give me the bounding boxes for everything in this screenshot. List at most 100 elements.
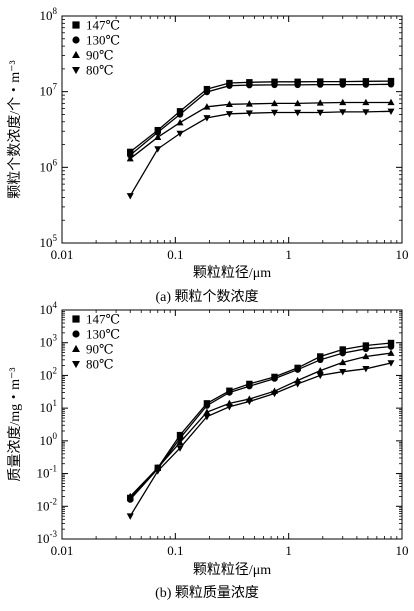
data-point [203, 115, 211, 122]
data-point [294, 81, 301, 89]
x-tick-label: 0.01 [51, 543, 74, 558]
y-axis-label: 质量浓度/mg・m⁻³ [7, 367, 23, 481]
y-tick-label: 103 [40, 333, 58, 350]
data-point [339, 98, 347, 106]
panel-b-particle-mass-concentration: 0.01 0.1 1 10 10-3 10-2 10-1 100 101 102 103 104 颗粒粒… [7, 300, 408, 578]
data-point [294, 381, 302, 388]
legend-marker [72, 315, 80, 323]
data-point [362, 98, 370, 106]
data-point [317, 353, 324, 360]
legend-label: 147℃ [86, 18, 120, 33]
data-point [225, 100, 233, 108]
y-tick-label: 100 [40, 431, 58, 448]
series-line-3 [129, 110, 392, 197]
data-point [203, 88, 211, 96]
y-tick-label: 107 [40, 82, 58, 99]
data-point [270, 390, 279, 398]
x-tick-label: 0.01 [51, 247, 74, 262]
data-point [316, 99, 324, 106]
legend-label: 147℃ [86, 312, 120, 327]
y-axis-label: 颗粒个数浓度/个・m⁻³ [7, 60, 23, 198]
data-point [154, 146, 162, 153]
series-line-2 [129, 101, 391, 160]
plot-frame [61, 309, 403, 540]
data-point [127, 148, 134, 156]
y-tick-label: 10-1 [37, 464, 58, 481]
x-tick-label: 0.1 [167, 247, 183, 262]
caption-a: (a) 颗粒个数浓度 [155, 290, 259, 305]
data-point [203, 402, 211, 409]
data-point [270, 109, 279, 117]
legend-marker [72, 50, 80, 59]
y-tick-label: 106 [40, 157, 58, 174]
legend-label: 80℃ [86, 357, 114, 372]
data-point [387, 349, 395, 356]
y-tick-label: 108 [40, 6, 58, 23]
data-point [362, 345, 370, 353]
x-tick-label: 1 [285, 247, 292, 262]
data-point [203, 413, 211, 421]
legend-label: 130℃ [86, 33, 120, 48]
data-point [245, 110, 253, 117]
y-tick-label: 104 [40, 300, 58, 317]
legend-marker [72, 36, 80, 44]
data-point [339, 368, 347, 376]
data-point [246, 382, 253, 390]
data-point [387, 77, 395, 85]
legend-marker [72, 330, 80, 338]
series-line-0 [129, 342, 392, 499]
plot-frame [61, 15, 403, 244]
data-point [154, 129, 161, 136]
data-point [362, 109, 370, 116]
series-line-1 [129, 83, 392, 156]
data-point [362, 78, 370, 85]
data-point [154, 133, 162, 140]
data-point [245, 398, 253, 406]
data-point [203, 408, 211, 415]
data-point [362, 352, 370, 360]
legend-marker [72, 360, 80, 369]
data-point [339, 109, 347, 116]
data-point [271, 81, 278, 89]
caption-b: (b) 颗粒质量浓度 [155, 586, 259, 601]
legend-label: 90℃ [86, 342, 114, 357]
legend-marker [72, 66, 80, 75]
data-point [126, 513, 134, 520]
legend-marker [72, 344, 80, 353]
data-point [316, 109, 324, 117]
data-point [226, 82, 233, 89]
data-point [225, 404, 233, 411]
data-point [387, 81, 395, 88]
data-point [387, 343, 395, 350]
data-point [362, 342, 370, 349]
data-point [317, 356, 324, 364]
data-point [245, 100, 253, 107]
data-point [176, 130, 184, 138]
x-tick-label: 10 [396, 543, 409, 558]
data-point [225, 111, 233, 118]
y-tick-label: 102 [40, 365, 58, 382]
x-axis-label: 颗粒粒径/μm [193, 265, 271, 281]
legend-marker [72, 21, 80, 29]
x-tick-label: 0.1 [167, 543, 183, 558]
data-point [387, 339, 395, 347]
series-line-0 [129, 80, 392, 153]
data-point [176, 111, 184, 118]
series-line-2 [129, 352, 392, 497]
data-point [126, 193, 134, 200]
data-point [176, 445, 184, 452]
data-point [339, 358, 347, 366]
data-point [126, 155, 134, 162]
data-point [126, 492, 134, 500]
data-point [271, 375, 278, 382]
y-tick-label: 101 [40, 398, 58, 415]
data-point [317, 81, 324, 88]
x-tick-label: 10 [396, 247, 409, 262]
data-point [294, 109, 302, 117]
data-point [362, 81, 370, 88]
legend-label: 130℃ [86, 327, 120, 342]
legend-label: 80℃ [86, 63, 114, 78]
data-point [362, 366, 370, 373]
data-point [294, 366, 301, 373]
x-axis-label: 颗粒粒径/μm [193, 562, 271, 578]
